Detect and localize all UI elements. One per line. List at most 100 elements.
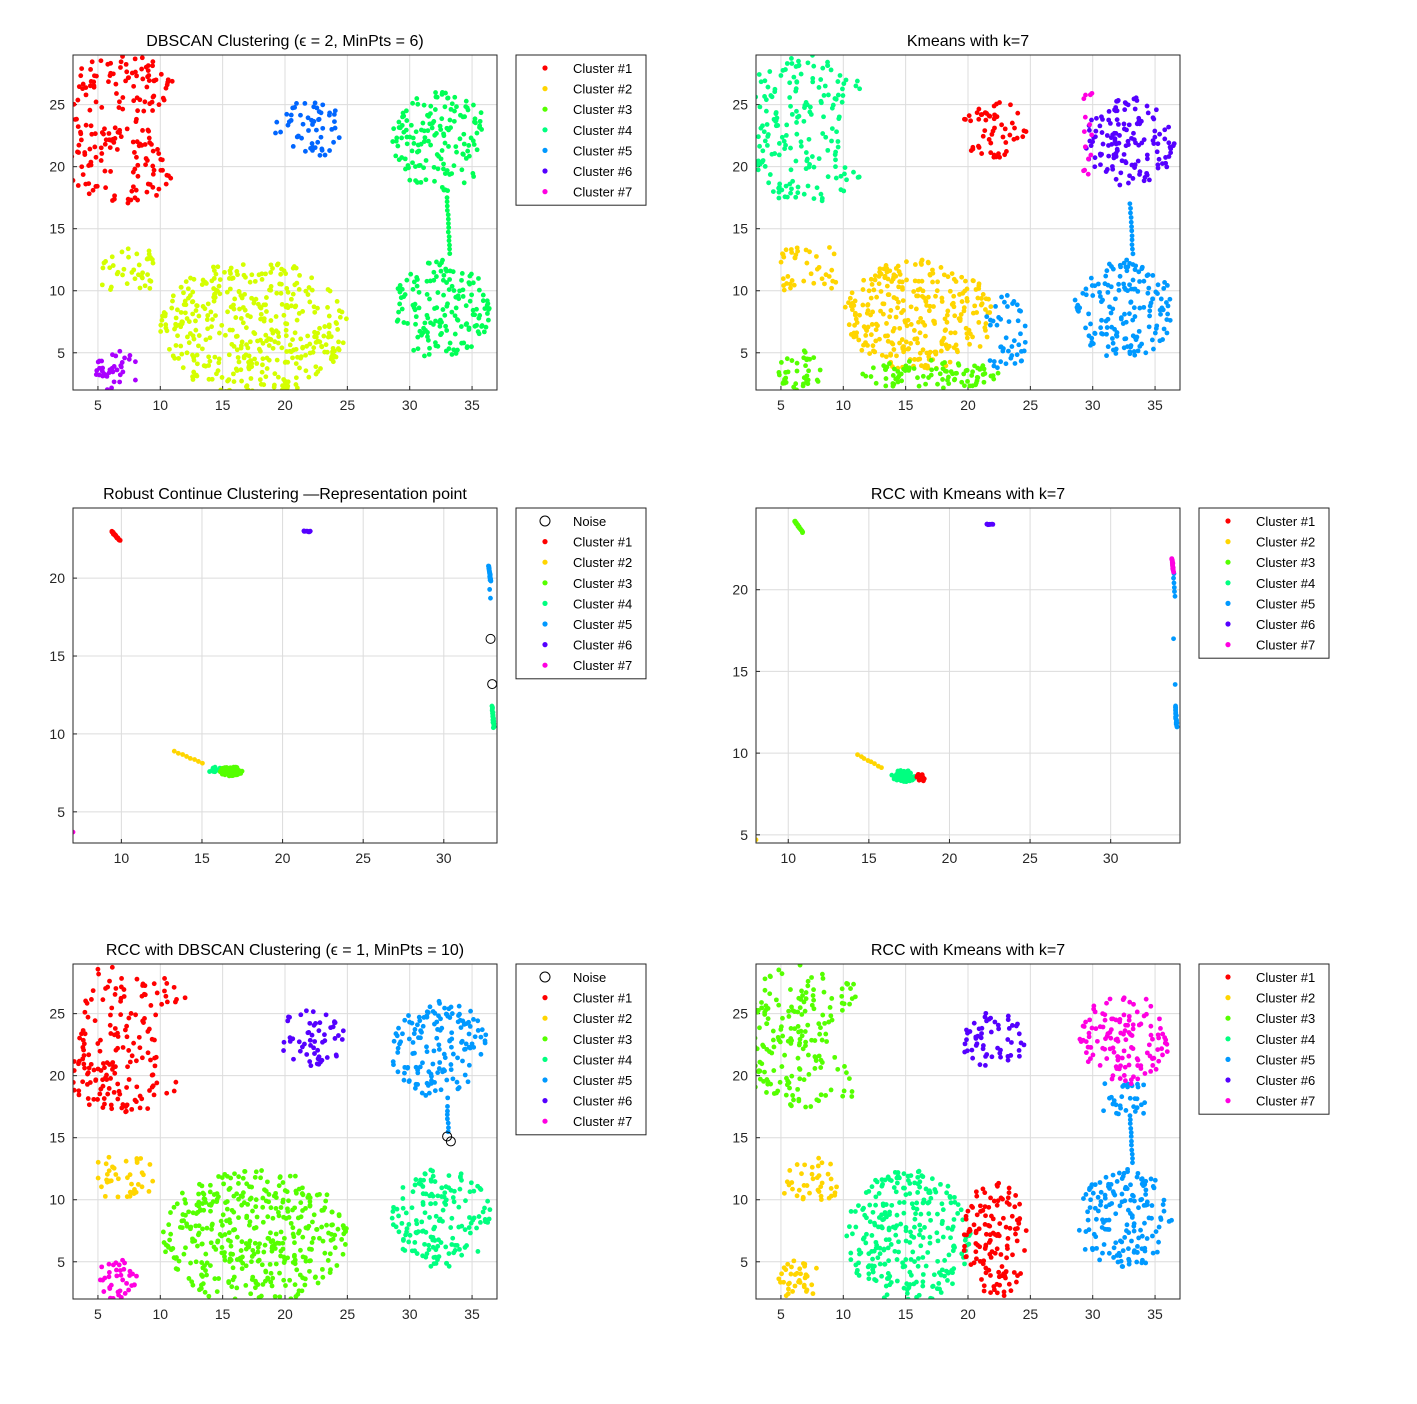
- data-point: [282, 1188, 288, 1193]
- data-point: [101, 1096, 107, 1101]
- data-point: [390, 1209, 396, 1214]
- data-point: [137, 285, 143, 291]
- data-point: [972, 303, 978, 309]
- data-point: [959, 299, 965, 304]
- data-point: [1145, 290, 1151, 296]
- data-point: [459, 167, 465, 173]
- data-point: [436, 1047, 442, 1052]
- data-point: [139, 993, 145, 999]
- data-point: [145, 1050, 151, 1056]
- data-point: [818, 1197, 824, 1203]
- data-point: [182, 298, 188, 304]
- data-point: [977, 1244, 983, 1250]
- data-point: [881, 266, 887, 272]
- data-point: [873, 338, 879, 344]
- data-point: [804, 1183, 810, 1188]
- data-point: [218, 387, 224, 390]
- data-point: [989, 1054, 995, 1060]
- axes-frame: [755, 507, 1181, 844]
- data-point: [1081, 129, 1087, 134]
- data-point: [818, 191, 824, 197]
- data-point: [268, 287, 274, 293]
- data-point: [920, 1272, 926, 1277]
- data-point: [1082, 167, 1088, 173]
- data-point: [1108, 1027, 1114, 1033]
- data-point: [1083, 1050, 1089, 1056]
- data-point: [796, 58, 801, 64]
- data-point: [1162, 1040, 1168, 1046]
- x-tick-label: 5: [94, 1306, 102, 1322]
- data-point: [222, 1171, 228, 1177]
- data-point: [965, 378, 970, 384]
- data-point: [139, 66, 145, 72]
- y-tick-label: 20: [49, 159, 65, 175]
- data-point: [118, 65, 123, 70]
- data-point: [391, 1062, 396, 1068]
- data-point: [961, 1232, 967, 1238]
- data-point: [281, 1214, 287, 1220]
- data-point: [113, 81, 119, 87]
- data-point: [814, 1265, 819, 1271]
- data-point: [794, 108, 799, 114]
- data-point: [232, 1171, 237, 1177]
- data-point: [120, 369, 126, 375]
- data-point: [1132, 106, 1138, 112]
- data-point: [1121, 1073, 1127, 1078]
- data-point: [270, 1275, 276, 1281]
- legend-label: Cluster #5: [1256, 596, 1315, 611]
- data-point: [1162, 127, 1168, 133]
- data-point: [311, 1235, 316, 1241]
- data-point: [461, 131, 467, 137]
- data-point: [406, 1013, 411, 1018]
- data-point: [902, 1185, 907, 1191]
- data-point: [1113, 176, 1119, 182]
- data-point: [134, 116, 139, 122]
- data-point: [444, 1012, 450, 1018]
- data-point: [1135, 1170, 1141, 1176]
- data-point: [1127, 1121, 1133, 1126]
- data-point: [865, 302, 871, 308]
- data-point: [433, 1261, 439, 1266]
- data-point: [1090, 341, 1096, 347]
- data-point: [918, 1211, 924, 1217]
- data-point: [790, 178, 796, 184]
- data-point: [895, 1173, 901, 1179]
- data-point: [115, 129, 121, 135]
- data-point: [440, 1207, 446, 1213]
- data-point: [1141, 1110, 1146, 1116]
- data-point: [144, 84, 150, 90]
- data-point: [417, 328, 423, 334]
- data-point: [297, 1048, 303, 1054]
- data-point: [864, 310, 870, 316]
- data-point: [307, 1037, 313, 1043]
- data-point: [981, 1288, 987, 1294]
- data-point: [89, 997, 94, 1002]
- data-point: [211, 298, 217, 304]
- data-point: [1014, 352, 1020, 358]
- data-point: [848, 986, 853, 991]
- data-point: [281, 1039, 287, 1045]
- data-point: [751, 991, 756, 996]
- data-point: [923, 381, 928, 387]
- data-point: [250, 1247, 256, 1253]
- data-point: [1129, 228, 1135, 234]
- data-point: [797, 1076, 803, 1082]
- data-point: [1087, 92, 1093, 98]
- data-point: [263, 374, 269, 380]
- data-point: [167, 346, 172, 352]
- data-point: [468, 1230, 473, 1236]
- data-point: [873, 1194, 879, 1200]
- data-point: [193, 308, 199, 313]
- data-point: [255, 1244, 261, 1250]
- data-point: [306, 128, 311, 133]
- data-point: [1131, 305, 1137, 311]
- data-point: [109, 365, 115, 371]
- data-point: [797, 1036, 803, 1042]
- data-point: [285, 289, 291, 295]
- data-point: [203, 1200, 208, 1205]
- data-point: [1102, 1195, 1108, 1201]
- data-point: [819, 198, 825, 204]
- data-point: [236, 289, 242, 295]
- data-point: [470, 280, 476, 286]
- data-point: [432, 132, 438, 138]
